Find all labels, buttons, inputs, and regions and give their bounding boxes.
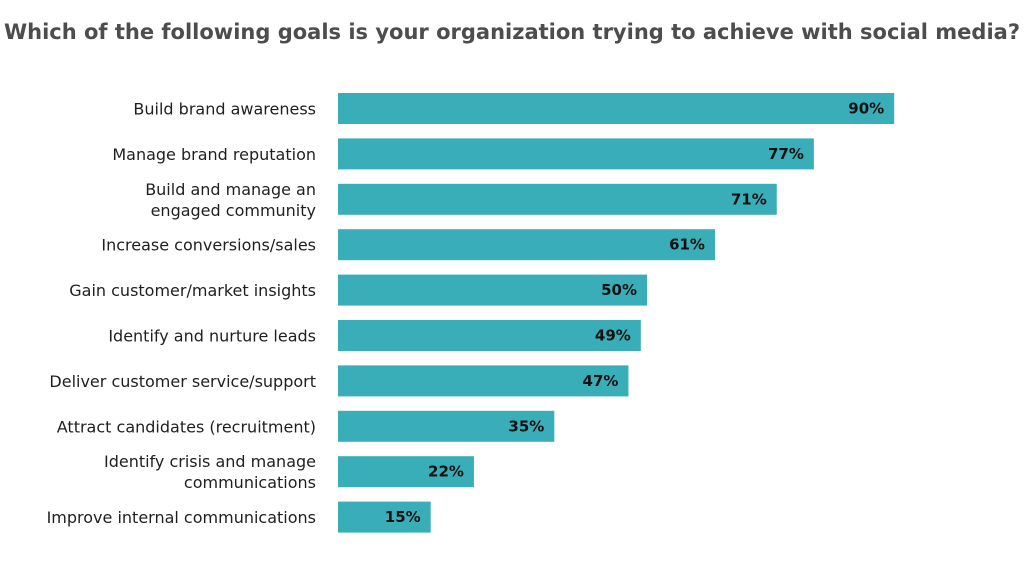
category-label-line: Build brand awareness: [133, 100, 316, 119]
category-label-line: Manage brand reputation: [112, 145, 316, 164]
category-label-10: Improve internal communications: [47, 508, 316, 527]
category-label-line: communications: [184, 473, 316, 492]
bar-4: [338, 229, 715, 261]
bar-8: [338, 410, 555, 442]
category-label-4: Increase conversions/sales: [101, 236, 316, 255]
category-label-3: Build and manage an engaged community: [145, 180, 316, 220]
bar-5: [338, 274, 647, 306]
category-label-2: Manage brand reputation: [112, 145, 316, 164]
category-label-7: Deliver customer service/support: [49, 372, 316, 391]
category-label-line: Attract candidates (recruitment): [57, 417, 316, 436]
category-label-line: Identify crisis and manage: [104, 452, 316, 471]
bar-6: [338, 320, 641, 351]
value-label-8: 35%: [508, 417, 544, 435]
category-label-line: Gain customer/market insights: [69, 281, 316, 300]
bar-2: [338, 138, 814, 170]
value-label-1: 90%: [848, 100, 884, 118]
value-label-3: 71%: [731, 190, 767, 208]
bar-7: [338, 365, 629, 397]
value-label-7: 47%: [583, 372, 619, 390]
category-label-8: Attract candidates (recruitment): [57, 417, 316, 436]
category-label-6: Identify and nurture leads: [108, 327, 316, 346]
value-label-4: 61%: [669, 236, 705, 254]
chart-title: Which of the following goals is your org…: [3, 20, 1021, 44]
value-label-6: 49%: [595, 327, 631, 345]
value-label-10: 15%: [385, 508, 421, 526]
bar-9: [338, 456, 474, 488]
category-label-5: Gain customer/market insights: [69, 281, 316, 300]
bar-10: [338, 501, 431, 533]
category-label-line: Deliver customer service/support: [49, 372, 316, 391]
category-label-line: Identify and nurture leads: [108, 327, 316, 346]
category-label-line: Increase conversions/sales: [101, 236, 316, 255]
category-label-9: Identify crisis and manage communications: [104, 452, 316, 492]
value-label-5: 50%: [601, 281, 637, 299]
category-label-line: engaged community: [151, 201, 316, 220]
bar-1: [338, 93, 895, 124]
value-label-2: 77%: [768, 145, 804, 163]
category-label-1: Build brand awareness: [133, 100, 316, 119]
category-label-line: Build and manage an: [145, 180, 316, 199]
value-label-9: 22%: [428, 463, 464, 481]
category-label-line: Improve internal communications: [47, 508, 316, 527]
bar-3: [338, 183, 777, 215]
